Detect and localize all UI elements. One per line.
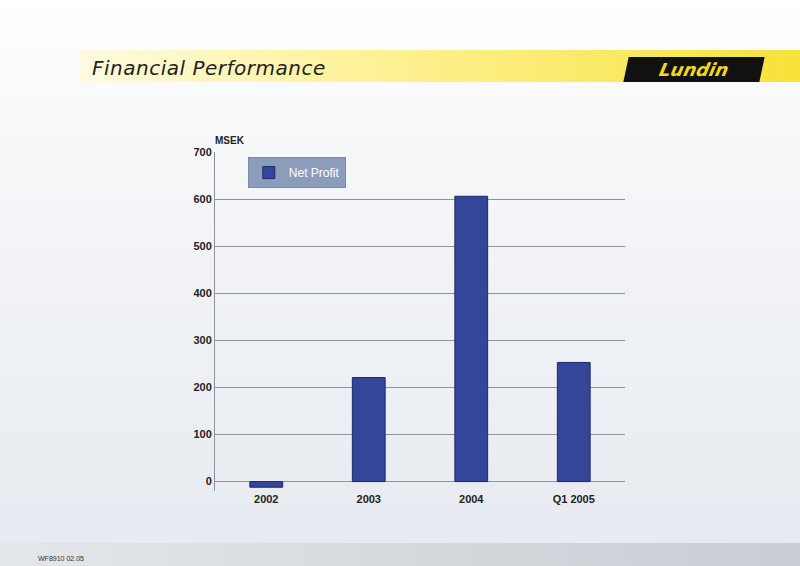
svg-text:600: 600 bbox=[193, 193, 211, 205]
svg-text:2003: 2003 bbox=[357, 493, 381, 505]
svg-text:2002: 2002 bbox=[254, 493, 278, 505]
html-text:Lundin: Lundin bbox=[657, 59, 731, 80]
svg-text:700: 700 bbox=[193, 146, 211, 158]
html-text:Financial Performance: Financial Performance bbox=[92, 56, 326, 80]
svg-text:MSEK: MSEK bbox=[215, 135, 245, 146]
html-text:WF8910 02.05: WF8910 02.05 bbox=[38, 555, 84, 562]
svg-text:Q1 2005: Q1 2005 bbox=[553, 493, 595, 505]
svg-text:500: 500 bbox=[193, 240, 211, 252]
svg-text:0: 0 bbox=[206, 475, 212, 487]
svg-text:100: 100 bbox=[193, 428, 211, 440]
svg-text:200: 200 bbox=[193, 381, 211, 393]
svg-text:400: 400 bbox=[193, 287, 211, 299]
svg-text:Net Profit: Net Profit bbox=[289, 166, 340, 180]
svg-text:300: 300 bbox=[193, 334, 211, 346]
svg-text:2004: 2004 bbox=[459, 493, 484, 505]
